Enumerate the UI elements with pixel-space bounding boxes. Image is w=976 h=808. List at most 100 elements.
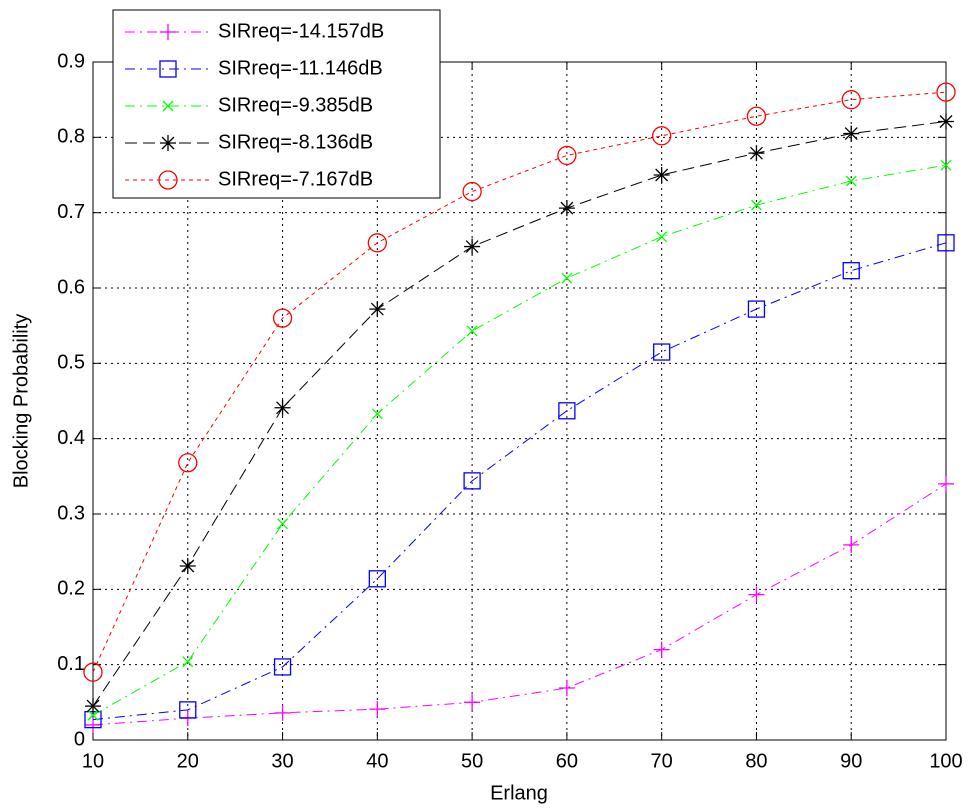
x-tick-label: 60 [556, 750, 578, 772]
data-point-stroke [655, 168, 669, 182]
data-point-stroke [845, 175, 857, 187]
legend-marker-stroke [159, 60, 177, 78]
data-point [653, 343, 671, 361]
series-line [92, 121, 947, 707]
data-point-stroke [557, 145, 577, 166]
data-point-stroke [371, 408, 383, 420]
y-axis-label: Blocking Probability [10, 314, 32, 489]
data-point [747, 300, 766, 318]
data-point [179, 557, 196, 574]
data-point-stroke [182, 656, 194, 668]
series-line [92, 483, 947, 726]
data-point-stroke [842, 262, 860, 280]
data-point [656, 231, 668, 243]
legend-label: SIRreq=-8.136dB [218, 131, 373, 153]
data-point-stroke [179, 701, 197, 719]
y-tick-label: 0.6 [57, 276, 85, 298]
data-point [746, 106, 767, 126]
y-tick-label: 0.8 [57, 126, 85, 148]
data-point-stroke [844, 127, 858, 141]
series-line [92, 164, 947, 716]
data-point-stroke [86, 699, 100, 713]
y-tick-label: 0.9 [57, 50, 85, 72]
data-point-stroke [272, 308, 293, 328]
data-point [938, 113, 954, 130]
data-point [466, 325, 478, 337]
data-point [842, 262, 860, 280]
data-point [653, 641, 670, 658]
data-point-stroke [463, 472, 481, 490]
x-tick-label: 80 [745, 750, 767, 772]
data-point [652, 126, 672, 146]
y-tick-label: 0.3 [57, 502, 85, 524]
data-point [750, 199, 762, 211]
data-point [178, 453, 198, 473]
data-point-stroke [558, 402, 576, 420]
x-tick-label: 40 [366, 750, 388, 772]
data-point-stroke [368, 570, 386, 588]
legend-marker-stroke [162, 100, 174, 112]
series-line [92, 242, 947, 721]
data-point-stroke [462, 181, 482, 202]
y-tick-label: 0.2 [57, 578, 85, 600]
data-point [937, 234, 955, 252]
legend-marker-stroke [158, 170, 178, 190]
data-point-stroke [561, 272, 573, 284]
x-tick-label: 100 [929, 750, 962, 772]
data-point [558, 200, 575, 217]
legend-marker [159, 60, 177, 78]
y-tick-label: 0.4 [57, 427, 85, 449]
data-point [558, 680, 575, 697]
data-point-stroke [656, 231, 668, 243]
data-point [85, 698, 101, 715]
series-line [92, 91, 947, 673]
data-point [277, 518, 289, 530]
data-point-stroke [841, 90, 861, 110]
legend-label: SIRreq=-11.146dB [218, 57, 383, 79]
data-point [367, 233, 387, 253]
data-point [938, 475, 954, 492]
data-point-stroke [178, 453, 198, 473]
legend-marker [158, 170, 178, 190]
data-point [182, 656, 194, 668]
data-point [843, 536, 860, 553]
x-tick-label: 10 [82, 750, 104, 772]
data-point [368, 570, 386, 588]
data-point [557, 145, 577, 166]
data-point-stroke [466, 325, 478, 337]
data-point [748, 586, 765, 603]
data-point-stroke [746, 106, 767, 126]
data-point-stroke [749, 146, 763, 160]
legend-box [112, 9, 441, 199]
data-point-stroke [367, 233, 387, 253]
data-point [748, 145, 765, 162]
data-point-stroke [87, 709, 99, 721]
data-point [369, 701, 386, 718]
data-point [940, 159, 952, 171]
data-point [274, 704, 291, 721]
data-point-stroke [277, 518, 289, 530]
y-tick-label: 0.1 [57, 653, 85, 675]
data-point [464, 238, 481, 255]
data-point [561, 272, 573, 284]
legend-label: SIRreq=-14.157dB [218, 20, 384, 42]
legend-marker-stroke [161, 136, 175, 150]
data-point [87, 709, 99, 721]
legend-label: SIRreq=-7.167dB [218, 168, 373, 190]
data-point [371, 408, 383, 420]
data-point-stroke [465, 240, 479, 254]
data-point-stroke [276, 401, 290, 415]
x-tick-label: 90 [840, 750, 862, 772]
data-point-stroke [560, 201, 574, 215]
legend-marker [160, 135, 176, 151]
data-point [558, 402, 576, 420]
x-axis-label: Erlang [490, 782, 548, 804]
data-point-stroke [273, 658, 292, 676]
data-point-stroke [940, 159, 952, 171]
data-point [274, 399, 291, 416]
data-point-stroke [653, 343, 671, 361]
data-point [653, 167, 670, 183]
x-tick-label: 30 [271, 750, 293, 772]
data-point [841, 90, 861, 110]
